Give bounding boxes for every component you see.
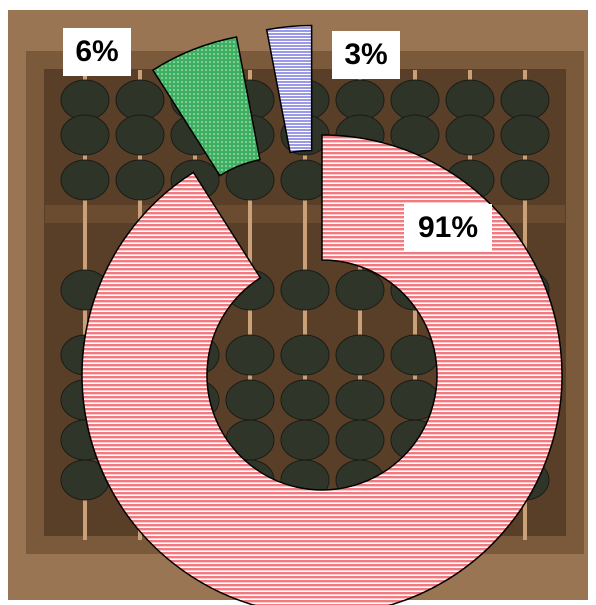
bead [60, 159, 110, 201]
bead [280, 419, 330, 461]
bead [335, 334, 385, 376]
bead [390, 79, 440, 121]
bead [225, 379, 275, 421]
pie-slice [81, 134, 563, 605]
bead [280, 269, 330, 311]
pie-slice [265, 24, 313, 154]
label-box [404, 204, 492, 252]
label-box [332, 31, 400, 79]
bead [500, 79, 550, 121]
bead [280, 379, 330, 421]
value-label: 91% [418, 211, 478, 244]
bead [445, 114, 495, 156]
label-box [63, 28, 131, 76]
bead [335, 269, 385, 311]
bead [335, 419, 385, 461]
bead [115, 114, 165, 156]
bead [60, 114, 110, 156]
bead [500, 114, 550, 156]
value-label: 6% [75, 35, 118, 68]
bead [445, 79, 495, 121]
pie-slice [151, 36, 261, 177]
bead [115, 159, 165, 201]
bead [280, 334, 330, 376]
bead [335, 79, 385, 121]
bead [225, 334, 275, 376]
bead [335, 379, 385, 421]
bead [60, 79, 110, 121]
bead [500, 159, 550, 201]
bead [115, 79, 165, 121]
value-label: 3% [344, 38, 387, 71]
